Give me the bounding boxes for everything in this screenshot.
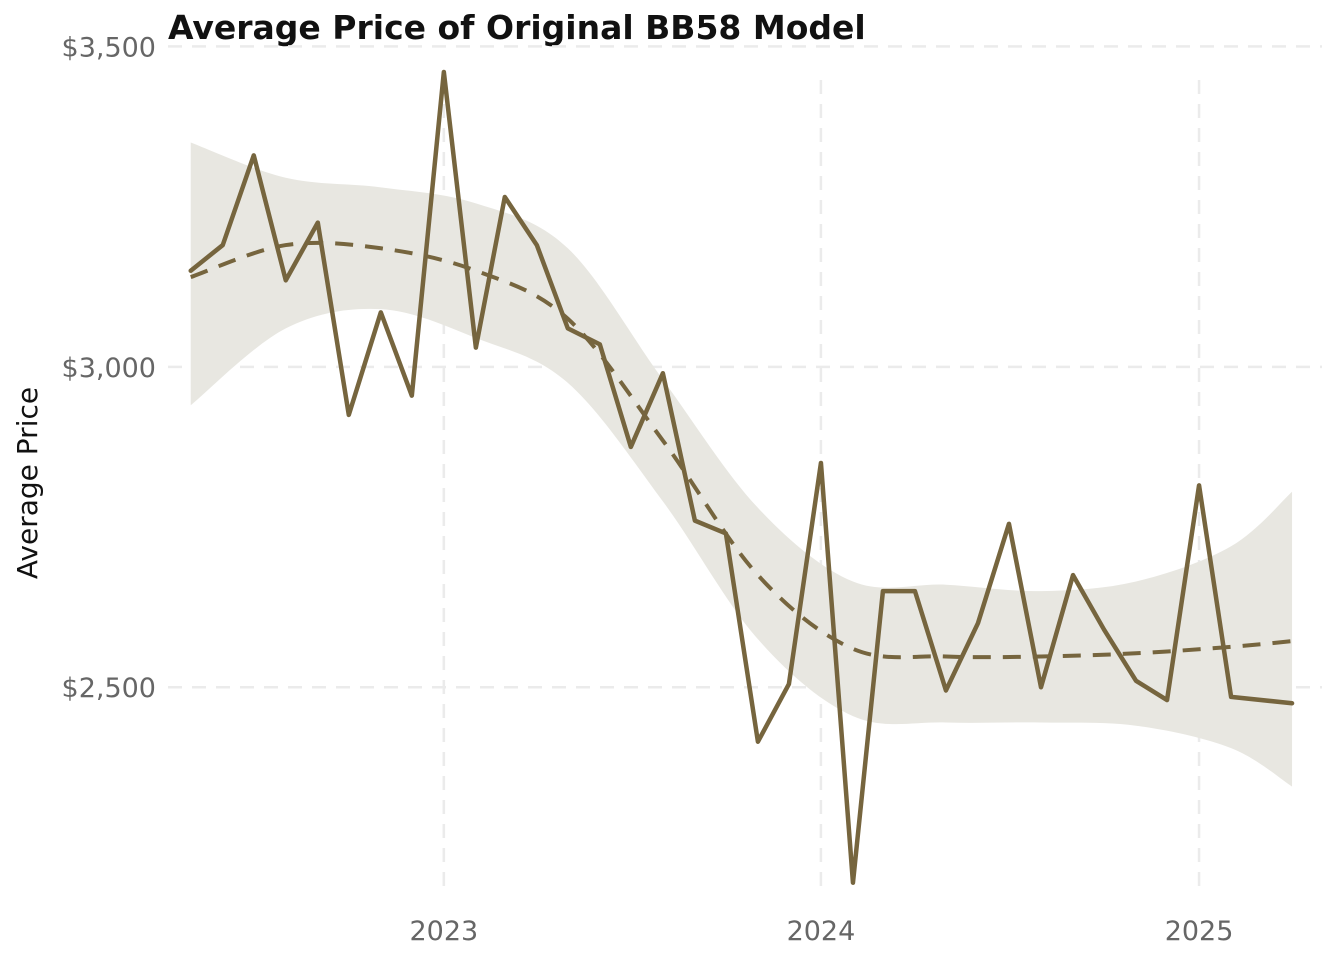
y-tick-label: $3,000 [62,353,156,384]
confidence-band [190,142,1293,787]
x-tick-label: 2023 [409,916,478,947]
y-axis-label: Average Price [11,387,44,579]
y-tick-label: $2,500 [62,673,156,704]
trend-line [190,240,1293,660]
x-tick-label: 2025 [1165,916,1234,947]
chart-title: Average Price of Original BB58 Model [168,8,866,47]
y-axis-ticks: $2,500 $3,000 $3,500 [62,32,156,704]
series-lines [188,69,1295,885]
confidence-band-area [190,142,1293,787]
x-tick-label: 2024 [787,916,856,947]
grid-lines [168,45,1322,892]
x-axis-ticks: 2023 2024 2025 [409,916,1233,947]
y-tick-label: $3,500 [62,32,156,63]
